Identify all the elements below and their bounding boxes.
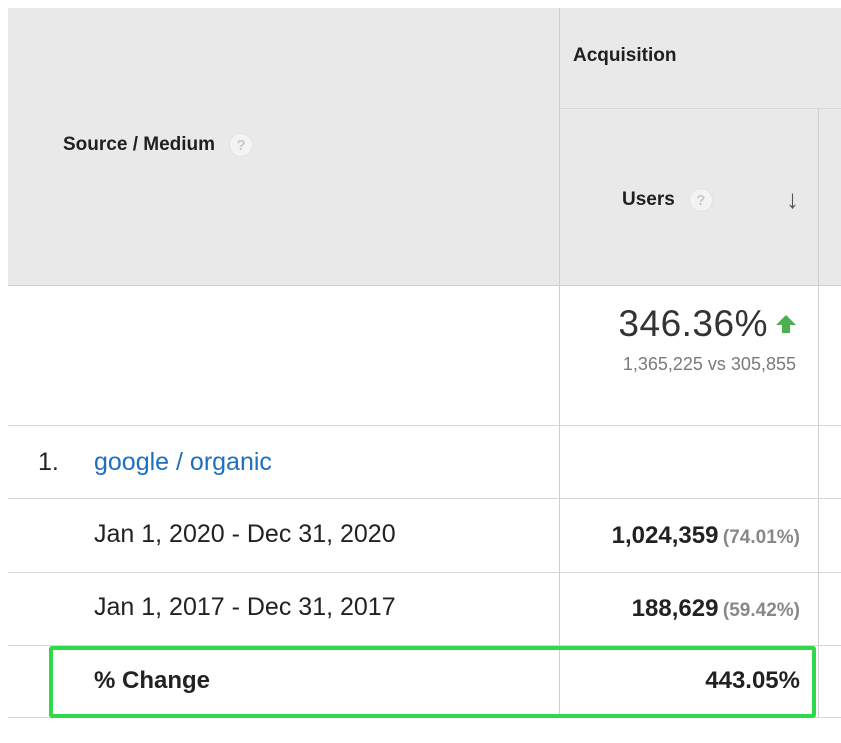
users-summary: 346.36% bbox=[560, 303, 798, 345]
sort-descending-icon[interactable]: ↓ bbox=[786, 184, 799, 214]
source-medium-link[interactable]: google / organic bbox=[94, 448, 272, 476]
help-icon[interactable]: ? bbox=[229, 133, 254, 157]
source-medium-label: Source / Medium bbox=[63, 134, 216, 155]
acquisition-label: Acquisition bbox=[573, 45, 677, 66]
users-label: Users bbox=[622, 189, 675, 210]
users-comparison: 1,365,225 vs 305,855 bbox=[622, 354, 796, 374]
percent-change-value: 443.05% bbox=[705, 667, 800, 694]
column-divider bbox=[559, 8, 560, 718]
green-up-arrow-icon bbox=[776, 315, 796, 333]
row-index: 1. bbox=[38, 448, 59, 476]
help-icon[interactable]: ? bbox=[688, 188, 713, 212]
row-divider bbox=[8, 572, 841, 573]
header-divider bbox=[560, 108, 841, 109]
users-value-current: 1,024,359 (74.01%) bbox=[560, 522, 800, 550]
users-share: (74.01%) bbox=[722, 527, 800, 548]
percent-change-label: % Change bbox=[94, 667, 211, 694]
date-range-previous: Jan 1, 2017 - Dec 31, 2017 bbox=[94, 593, 396, 621]
highlight-box bbox=[49, 646, 816, 718]
header-next-column-cell bbox=[819, 109, 841, 285]
users-count: 1,024,359 bbox=[611, 522, 719, 549]
column-divider bbox=[818, 109, 819, 718]
row-divider bbox=[8, 645, 841, 646]
header-acquisition-cell bbox=[560, 8, 841, 108]
row-divider bbox=[8, 498, 841, 499]
users-value-previous: 188,629 (59.42%) bbox=[560, 595, 800, 623]
row-divider bbox=[8, 425, 841, 426]
header-bottom-border bbox=[8, 285, 841, 286]
users-count: 188,629 bbox=[631, 595, 719, 622]
header-source-medium-cell bbox=[8, 8, 559, 285]
users-share: (59.42%) bbox=[722, 600, 800, 621]
users-change-percent: 346.36% bbox=[618, 303, 768, 344]
date-range-current: Jan 1, 2020 - Dec 31, 2020 bbox=[94, 520, 396, 548]
source-medium-header[interactable]: Source / Medium ? bbox=[63, 133, 254, 157]
users-header[interactable]: Users ? bbox=[622, 188, 713, 212]
